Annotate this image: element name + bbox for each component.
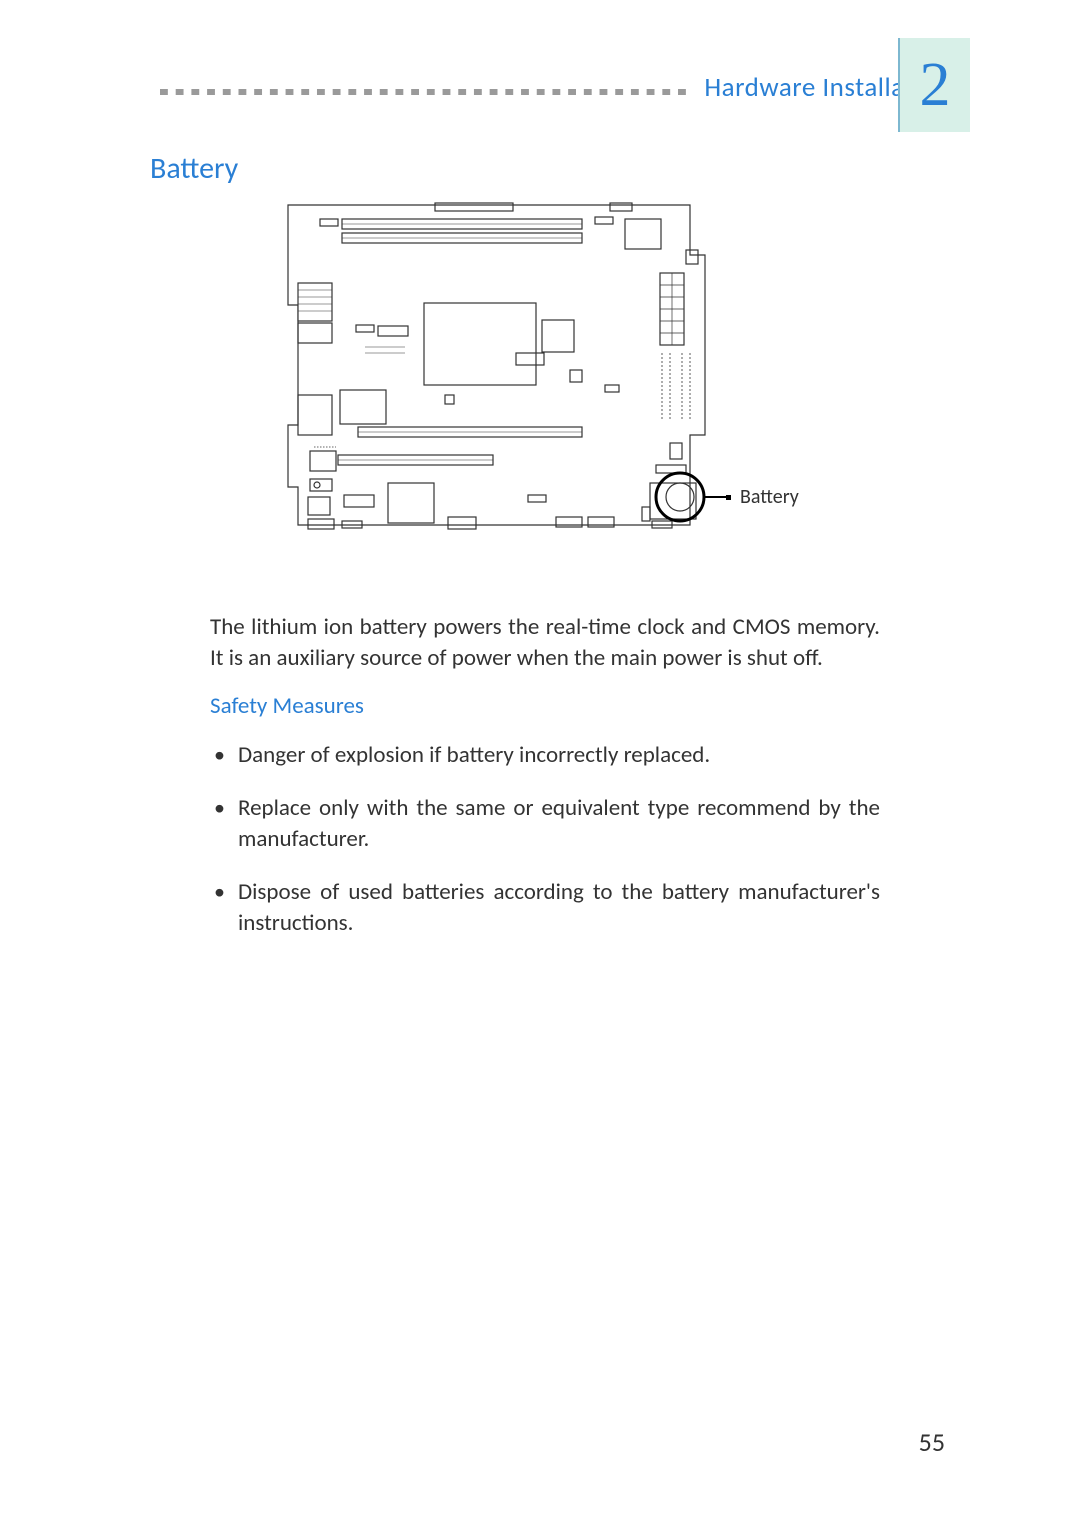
list-item: Danger of explosion if battery incorrect… [210,740,880,771]
chapter-badge: 2 [898,38,970,132]
safety-list: Danger of explosion if battery incorrect… [210,740,880,961]
chapter-header: Hardware Installation [160,52,950,122]
list-item: Replace only with the same or equivalent… [210,793,880,855]
page-number: 55 [919,1426,945,1458]
motherboard-diagram: Battery [270,195,775,565]
chapter-number: 2 [920,50,951,121]
intro-paragraph: The lithium ion battery powers the real-… [210,612,880,674]
safety-heading: Safety Measures [210,692,364,720]
section-title: Battery [150,150,238,187]
list-item: Dispose of used batteries according to t… [210,877,880,939]
header-dots [160,82,696,92]
battery-callout-label: Battery [740,485,799,509]
